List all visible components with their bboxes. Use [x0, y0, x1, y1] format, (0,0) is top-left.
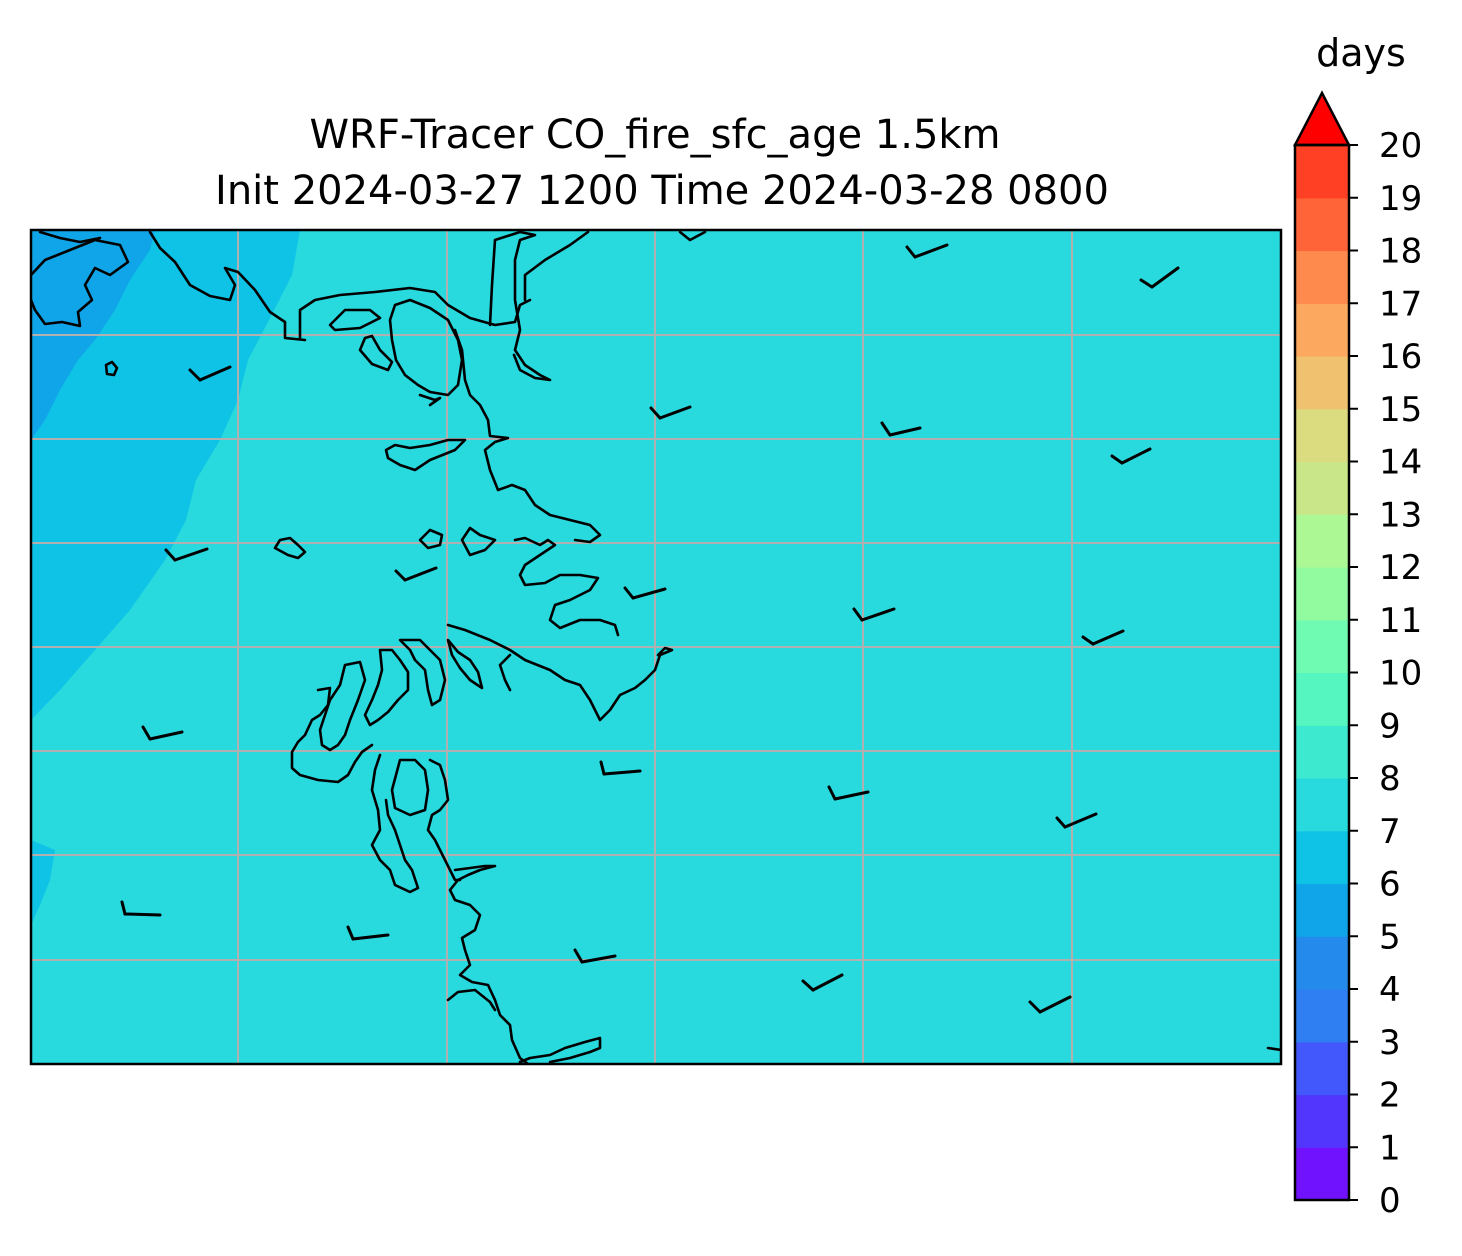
gridlines	[31, 230, 1281, 1064]
field-region-5-6-days	[31, 230, 300, 925]
colorbar-tick-label: 9	[1379, 706, 1401, 746]
colorbar-tick-label: 5	[1379, 917, 1401, 957]
map-title-line-2: Init 2024-03-27 1200 Time 2024-03-28 080…	[215, 168, 1109, 214]
colorbar-segment	[1295, 303, 1349, 357]
colorbar-tick-label: 19	[1379, 179, 1422, 219]
colorbar-tick-label: 13	[1379, 495, 1422, 535]
colorbar-tick-label: 16	[1379, 337, 1422, 377]
wind-barb	[649, 405, 692, 420]
wind-barb	[905, 243, 949, 259]
wind-barb	[188, 365, 232, 382]
colorbar-tick-label: 6	[1379, 865, 1401, 905]
wind-barb	[120, 900, 162, 917]
wind-barb	[346, 925, 390, 941]
colorbar-segment	[1295, 1094, 1349, 1148]
colorbar-segment	[1295, 883, 1349, 937]
colorbar-tick-label: 12	[1379, 548, 1422, 588]
colorbar-segment	[1295, 567, 1349, 621]
colorbar-tick-label: 20	[1379, 126, 1422, 166]
map-title-line-1: WRF-Tracer CO_fire_sfc_age 1.5km	[309, 112, 1000, 158]
colorbar-segment	[1295, 778, 1349, 832]
colorbar-segment	[1295, 197, 1349, 252]
wind-barb	[1055, 812, 1098, 829]
wind-barb	[1028, 995, 1072, 1014]
wind-barb	[141, 725, 184, 741]
wind-barb	[801, 973, 844, 992]
colorbar-tick-label: 3	[1379, 1023, 1401, 1063]
wind-barb	[880, 421, 922, 437]
colorbar-tick-label: 2	[1379, 1076, 1401, 1116]
wind-barb	[573, 948, 617, 964]
map-frame	[29, 228, 1283, 1066]
wind-barb	[827, 785, 870, 801]
colorbar-tick-label: 7	[1379, 812, 1401, 852]
colorbar-tick-label: 0	[1379, 1181, 1401, 1221]
colorbar-segment	[1295, 989, 1349, 1043]
colorbar-tick-label: 8	[1379, 759, 1401, 799]
colorbar-segment	[1295, 830, 1349, 885]
coastlines	[31, 230, 1281, 1064]
colorbar-segment	[1295, 145, 1349, 199]
colorbar-tick-label: 4	[1379, 970, 1401, 1010]
colorbar-tick-label: 14	[1379, 443, 1422, 483]
colorbar-segment	[1295, 461, 1349, 515]
colorbar-segment	[1295, 672, 1349, 726]
colorbar-unit-label: days	[1316, 31, 1406, 75]
wind-barb	[599, 760, 642, 776]
wind-barb	[623, 586, 667, 600]
wind-barb	[852, 607, 896, 622]
wind-barbs	[120, 243, 1180, 1014]
colorbar-segment	[1295, 408, 1349, 463]
colorbar-segment	[1295, 250, 1349, 304]
colorbar-tick-label: 1	[1379, 1128, 1401, 1168]
colorbar-tick-label: 17	[1379, 284, 1422, 324]
colorbar-tick-label: 18	[1379, 232, 1422, 272]
colorbar-segment	[1295, 1041, 1349, 1096]
colorbar-segment	[1295, 356, 1349, 410]
colorbar-tick-label: 15	[1379, 390, 1422, 430]
colorbar-segment	[1295, 725, 1349, 779]
colorbar-segment	[1295, 514, 1349, 568]
wind-barb	[1110, 447, 1152, 465]
colorbar-segment	[1295, 1147, 1349, 1201]
wind-barb	[164, 547, 209, 562]
wind-barb	[1081, 629, 1125, 646]
wind-barb	[1139, 266, 1180, 289]
colorbar-tick-label: 11	[1379, 601, 1422, 641]
colorbar-tick-label: 10	[1379, 654, 1422, 694]
colorbar-segment	[1295, 619, 1349, 674]
colorbar-segment	[1295, 936, 1349, 990]
map-panel	[29, 228, 1283, 1066]
wind-barb	[394, 566, 438, 582]
